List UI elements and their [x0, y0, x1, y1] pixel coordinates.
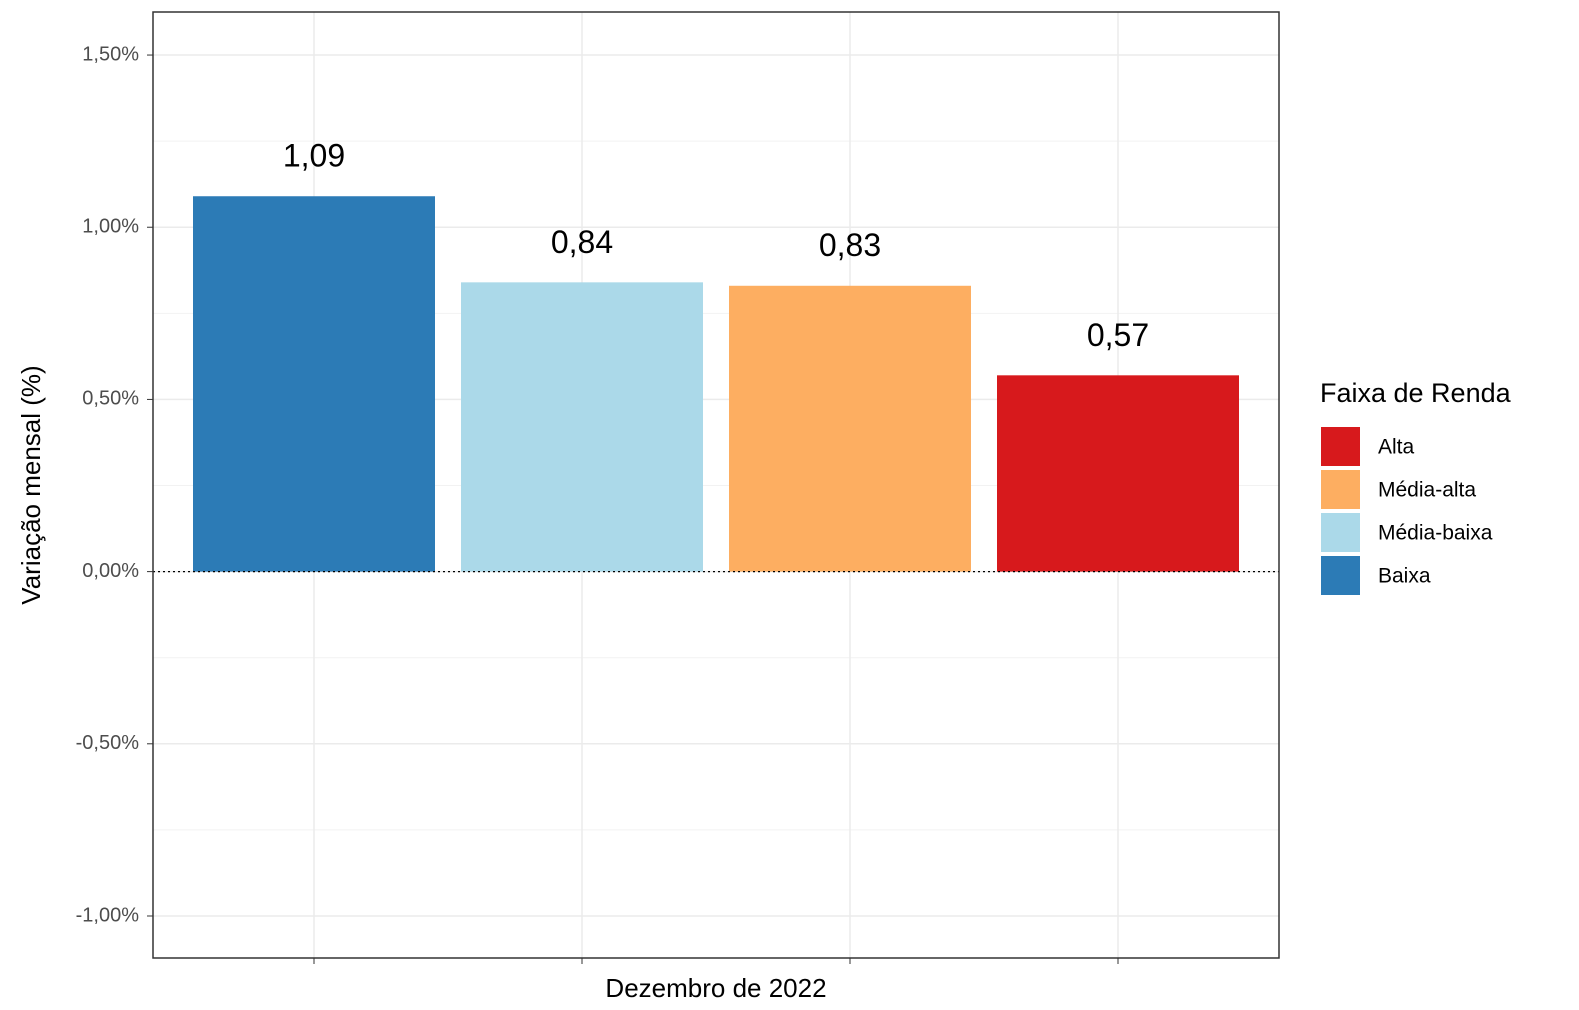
y-tick-label: 0,50%: [82, 388, 139, 410]
legend-label: Baixa: [1378, 565, 1431, 588]
y-tick-label: 1,50%: [82, 43, 139, 65]
legend-key: [1321, 470, 1360, 509]
panel-border: [152, 11, 1280, 959]
legend-key: [1321, 556, 1360, 595]
legend-title: Faixa de Renda: [1320, 378, 1512, 408]
legend-label: Média-baixa: [1378, 522, 1493, 545]
data-label: 0,57: [1087, 317, 1149, 353]
bar: [193, 196, 435, 572]
legend-label: Alta: [1378, 436, 1415, 459]
x-tick-label: Dezembro de 2022: [605, 973, 826, 1003]
legend-label: Média-alta: [1378, 479, 1476, 502]
data-label: 1,09: [283, 138, 345, 174]
bar: [729, 285, 971, 572]
y-tick-label: -0,50%: [76, 732, 140, 754]
legend-key: [1321, 513, 1360, 552]
y-tick-label: 0,00%: [82, 560, 139, 582]
y-tick-label: 1,00%: [82, 216, 139, 238]
y-tick-label: -1,00%: [76, 904, 140, 926]
legend-key: [1321, 427, 1360, 466]
y-axis-title: Variação mensal (%): [16, 365, 46, 604]
bar: [997, 375, 1239, 572]
bar: [461, 282, 703, 572]
data-label: 0,83: [819, 227, 881, 263]
data-label: 0,84: [551, 224, 613, 260]
